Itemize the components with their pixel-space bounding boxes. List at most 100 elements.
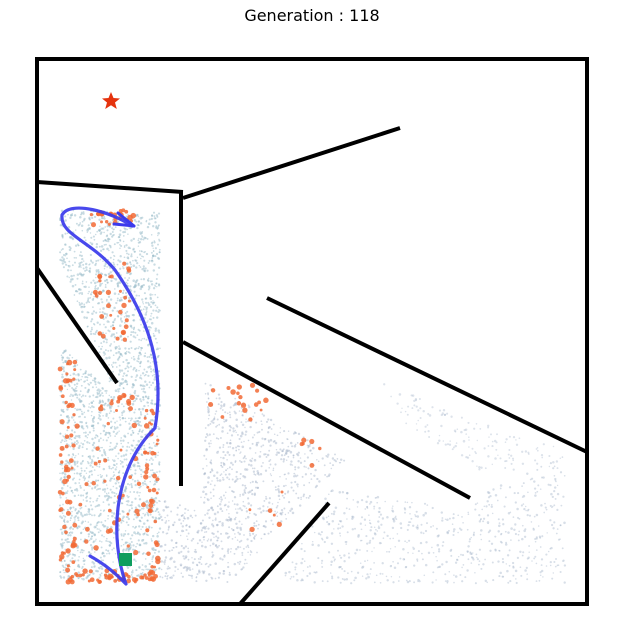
sample-point: [120, 521, 123, 524]
sample-point: [207, 424, 210, 427]
highlight-point: [64, 434, 70, 439]
sample-point: [236, 433, 239, 436]
sample-point: [108, 238, 111, 241]
sample-point: [317, 557, 320, 560]
sample-point: [297, 466, 300, 469]
sample-point: [397, 580, 400, 582]
sample-point: [415, 423, 418, 425]
sample-point: [526, 472, 529, 475]
sample-point: [88, 403, 91, 405]
sample-point: [277, 488, 280, 491]
sample-point: [93, 323, 96, 326]
sample-point: [67, 453, 71, 457]
sample-point: [224, 497, 227, 499]
sample-point: [144, 373, 147, 376]
sample-point: [125, 215, 128, 218]
sample-point: [293, 431, 297, 434]
sample-point: [206, 401, 208, 403]
sample-point: [465, 433, 468, 435]
sample-point: [120, 320, 124, 323]
sample-point: [203, 538, 205, 541]
sample-point: [183, 516, 185, 518]
sample-point: [208, 516, 211, 519]
sample-point: [135, 397, 138, 401]
sample-point: [83, 217, 86, 221]
sample-point: [364, 524, 367, 526]
sample-point: [138, 338, 141, 341]
sample-point: [313, 571, 316, 574]
sample-point: [252, 415, 255, 418]
sample-point: [154, 284, 156, 286]
sample-point: [85, 447, 88, 451]
sample-point: [113, 411, 116, 413]
sample-point: [114, 468, 117, 471]
sample-point: [214, 577, 217, 580]
sample-point: [133, 491, 136, 493]
sample-point: [222, 476, 224, 479]
sample-point: [64, 538, 67, 542]
sample-point: [478, 520, 482, 523]
sample-point: [486, 521, 490, 524]
sample-point: [292, 489, 295, 492]
sample-point: [191, 577, 193, 579]
sample-point: [134, 472, 137, 475]
generation-title: Generation : 118: [244, 6, 380, 25]
sample-point: [102, 448, 106, 452]
sample-point: [519, 550, 522, 553]
sample-point: [203, 501, 206, 504]
sample-point: [487, 445, 490, 447]
sample-point: [203, 454, 206, 457]
sample-point: [255, 524, 258, 527]
sample-point: [285, 518, 288, 520]
sample-point: [146, 269, 149, 272]
highlight-point: [64, 444, 69, 449]
sample-point: [379, 572, 382, 575]
sample-point: [176, 513, 179, 516]
sample-point: [109, 379, 113, 382]
sample-point: [110, 448, 114, 451]
sample-point: [137, 328, 140, 331]
sample-point: [146, 568, 149, 571]
sample-point: [216, 545, 219, 549]
sample-point: [517, 539, 520, 542]
sample-point: [62, 408, 65, 411]
sample-point: [339, 461, 342, 464]
sample-point: [153, 378, 156, 381]
sample-point: [180, 564, 182, 567]
sample-point: [114, 427, 117, 430]
sample-point: [344, 541, 347, 543]
sample-point: [70, 531, 74, 534]
sample-point: [75, 512, 79, 515]
sample-point: [119, 267, 122, 270]
sample-point: [129, 548, 132, 550]
sample-point: [152, 247, 154, 250]
sample-point: [92, 455, 95, 458]
sample-point: [74, 283, 77, 286]
sample-point: [553, 504, 556, 507]
sample-point: [94, 383, 97, 386]
sample-point: [91, 561, 94, 564]
highlight-point: [123, 324, 129, 330]
sample-point: [275, 512, 277, 515]
sample-point: [137, 357, 140, 360]
sample-point: [273, 440, 276, 442]
sample-point: [240, 539, 243, 542]
sample-point: [131, 449, 135, 452]
sample-point: [120, 545, 123, 547]
sample-point: [197, 558, 200, 560]
sample-point: [131, 386, 134, 389]
sample-point: [215, 544, 218, 547]
sample-point: [555, 558, 557, 560]
highlight-point: [153, 540, 159, 545]
sample-point: [87, 462, 90, 465]
sample-point: [204, 436, 208, 439]
sample-point: [293, 472, 296, 475]
sample-point: [336, 458, 339, 460]
sample-point: [68, 357, 70, 360]
sample-point: [133, 463, 136, 466]
sample-point: [480, 567, 483, 570]
sample-point: [132, 431, 135, 434]
sample-point: [130, 263, 132, 266]
sample-point: [456, 558, 459, 562]
sample-point: [285, 478, 288, 480]
